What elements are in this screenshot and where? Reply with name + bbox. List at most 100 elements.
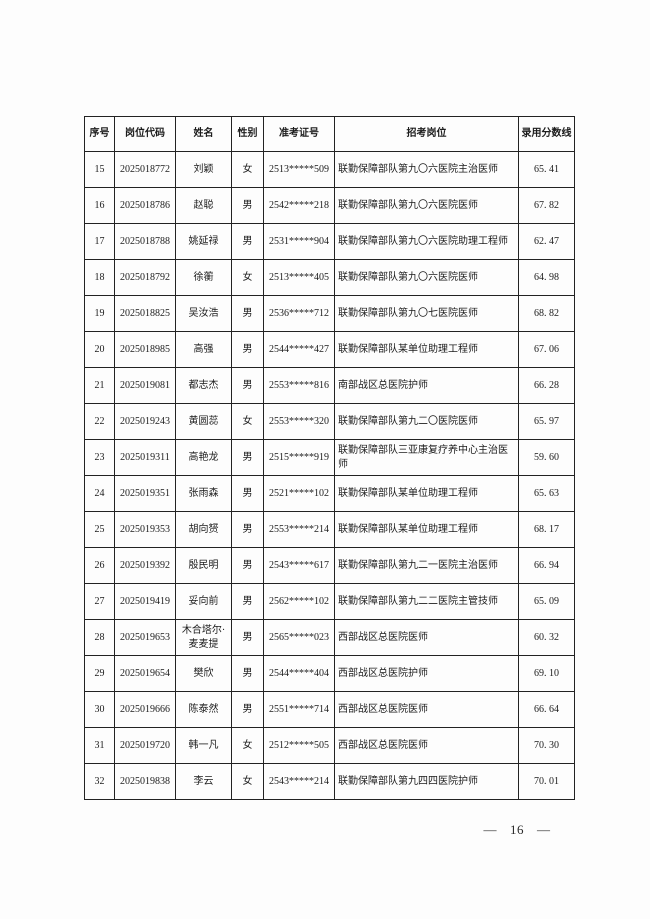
cell-col-exam-number: 2544*****427 — [263, 331, 335, 368]
header-col-gender: 性别 — [231, 116, 264, 152]
cell-col-index: 22 — [84, 403, 115, 440]
cell-col-score: 65. 41 — [518, 151, 575, 188]
cell-col-position-code: 2025019081 — [114, 367, 176, 404]
cell-col-gender: 男 — [231, 691, 264, 728]
cell-col-position: 联勤保障部队第九四四医院护师 — [334, 763, 519, 800]
cell-col-gender: 男 — [231, 223, 264, 260]
cell-col-position-code: 2025018788 — [114, 223, 176, 260]
cell-col-exam-number: 2542*****218 — [263, 187, 335, 224]
header-col-index: 序号 — [84, 116, 115, 152]
cell-col-gender: 男 — [231, 331, 264, 368]
table-row: 27 2025019419 妥向前男 2562*****102 联勤保障部队第九二二医院… — [84, 583, 575, 620]
cell-col-index: 15 — [84, 151, 115, 188]
cell-col-name: 木合塔尔·麦麦提 — [175, 619, 232, 656]
cell-col-gender: 男 — [231, 583, 264, 620]
cell-col-position: 西部战区总医院医师 — [334, 727, 519, 764]
cell-col-gender: 女 — [231, 763, 264, 800]
cell-col-exam-number: 2544*****404 — [263, 655, 335, 692]
cell-col-exam-number: 2513*****405 — [263, 259, 335, 296]
footer-dash-right: — — [537, 822, 551, 837]
header-col-name: 姓名 — [175, 116, 232, 152]
cell-col-position: 西部战区总医院护师 — [334, 655, 519, 692]
cell-col-score: 65. 97 — [518, 403, 575, 440]
cell-col-exam-number: 2521*****102 — [263, 475, 335, 512]
table-row: 15 2025018772 刘颖女 2513*****509 联勤保障部队第九〇六医院主… — [84, 151, 575, 188]
cell-col-exam-number: 2515*****919 — [263, 439, 335, 476]
cell-col-score: 62. 47 — [518, 223, 575, 260]
cell-col-name: 高强 — [175, 331, 232, 368]
cell-col-exam-number: 2553*****214 — [263, 511, 335, 548]
cell-col-gender: 男 — [231, 367, 264, 404]
cell-col-position-code: 2025019720 — [114, 727, 176, 764]
cell-col-score: 60. 32 — [518, 619, 575, 656]
cell-col-name: 樊欣 — [175, 655, 232, 692]
cell-col-index: 21 — [84, 367, 115, 404]
cell-col-index: 17 — [84, 223, 115, 260]
cell-col-exam-number: 2531*****904 — [263, 223, 335, 260]
cell-col-gender: 女 — [231, 259, 264, 296]
cell-col-index: 30 — [84, 691, 115, 728]
cell-col-exam-number: 2536*****712 — [263, 295, 335, 332]
table-row: 29 2025019654 樊欣男 2544*****404 西部战区总医院护师 69. … — [84, 655, 575, 692]
cell-col-score: 64. 98 — [518, 259, 575, 296]
cell-col-position-code: 2025019243 — [114, 403, 176, 440]
cell-col-gender: 男 — [231, 295, 264, 332]
cell-col-exam-number: 2543*****617 — [263, 547, 335, 584]
cell-col-index: 24 — [84, 475, 115, 512]
header-col-position: 招考岗位 — [334, 116, 519, 152]
cell-col-gender: 男 — [231, 511, 264, 548]
cell-col-exam-number: 2565*****023 — [263, 619, 335, 656]
cell-col-position-code: 2025019351 — [114, 475, 176, 512]
cell-col-index: 32 — [84, 763, 115, 800]
cell-col-name: 妥向前 — [175, 583, 232, 620]
table-row: 26 2025019392 殷民明男 2543*****617 联勤保障部队第九二一医院… — [84, 547, 575, 584]
table-header-row: 序号 岗位代码 姓名 性别 准考证号 招考岗位 录用分数线 — [84, 116, 575, 152]
cell-col-index: 25 — [84, 511, 115, 548]
cell-col-position-code: 2025018985 — [114, 331, 176, 368]
cell-col-name: 刘颖 — [175, 151, 232, 188]
header-col-position-code: 岗位代码 — [114, 116, 176, 152]
table-row: 22 2025019243 黄圆蕊女 2553*****320 联勤保障部队第九二〇医院… — [84, 403, 575, 440]
cell-col-name: 韩一凡 — [175, 727, 232, 764]
cell-col-name: 胡向赟 — [175, 511, 232, 548]
cell-col-gender: 男 — [231, 187, 264, 224]
page-footer: — 16 — — [462, 822, 572, 838]
cell-col-exam-number: 2553*****320 — [263, 403, 335, 440]
cell-col-position-code: 2025019311 — [114, 439, 176, 476]
cell-col-position-code: 2025018825 — [114, 295, 176, 332]
cell-col-name: 李云 — [175, 763, 232, 800]
cell-col-position: 南部战区总医院护师 — [334, 367, 519, 404]
cell-col-index: 31 — [84, 727, 115, 764]
cell-col-position: 联勤保障部队第九〇六医院助理工程师 — [334, 223, 519, 260]
cell-col-name: 高艳龙 — [175, 439, 232, 476]
table-row: 32 2025019838 李云女 2543*****214 联勤保障部队第九四四医院护… — [84, 763, 575, 800]
cell-col-position: 西部战区总医院医师 — [334, 619, 519, 656]
cell-col-score: 65. 09 — [518, 583, 575, 620]
table-row: 30 2025019666 陈泰然男 2551*****714 西部战区总医院医师 66.… — [84, 691, 575, 728]
cell-col-exam-number: 2512*****505 — [263, 727, 335, 764]
cell-col-gender: 女 — [231, 403, 264, 440]
table-row: 19 2025018825 吴汝浩男 2536*****712 联勤保障部队第九〇七医院… — [84, 295, 575, 332]
cell-col-exam-number: 2551*****714 — [263, 691, 335, 728]
cell-col-gender: 男 — [231, 619, 264, 656]
cell-col-name: 都志杰 — [175, 367, 232, 404]
cell-col-score: 59. 60 — [518, 439, 575, 476]
cell-col-gender: 女 — [231, 727, 264, 764]
cell-col-position: 联勤保障部队第九〇七医院医师 — [334, 295, 519, 332]
cell-col-index: 29 — [84, 655, 115, 692]
cell-col-score: 70. 01 — [518, 763, 575, 800]
cell-col-position-code: 2025018792 — [114, 259, 176, 296]
cell-col-index: 23 — [84, 439, 115, 476]
cell-col-gender: 女 — [231, 151, 264, 188]
cell-col-index: 28 — [84, 619, 115, 656]
cell-col-score: 70. 30 — [518, 727, 575, 764]
cell-col-position: 联勤保障部队第九二一医院主治医师 — [334, 547, 519, 584]
cell-col-position-code: 2025019654 — [114, 655, 176, 692]
cell-col-position-code: 2025019419 — [114, 583, 176, 620]
cell-col-position-code: 2025019838 — [114, 763, 176, 800]
cell-col-score: 67. 82 — [518, 187, 575, 224]
cell-col-position-code: 2025019392 — [114, 547, 176, 584]
table-row: 24 2025019351 张雨森男 2521*****102 联勤保障部队某单位助理工… — [84, 475, 575, 512]
cell-col-gender: 男 — [231, 547, 264, 584]
